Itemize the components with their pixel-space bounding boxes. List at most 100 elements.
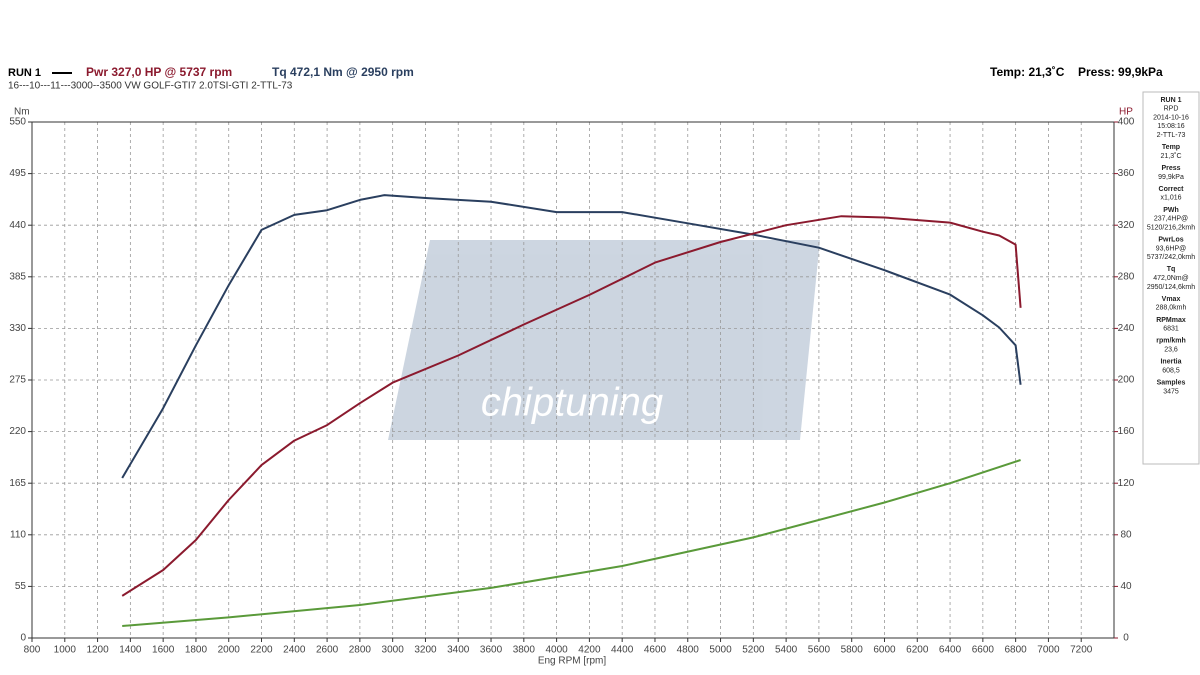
- y2-tick-label: 120: [1118, 478, 1135, 489]
- x-tick-label: 3000: [382, 645, 405, 656]
- x-tick-label: 1400: [119, 645, 142, 656]
- side-panel-label: RPMmax: [1156, 317, 1186, 324]
- y2-tick-label: 80: [1120, 529, 1132, 540]
- side-panel-label: PWh: [1163, 207, 1179, 214]
- watermark-logo: [388, 240, 820, 440]
- x-tick-label: 6800: [1005, 645, 1028, 656]
- side-panel-label: Temp: [1162, 144, 1180, 151]
- x-axis-label: Eng RPM [rpm]: [538, 656, 607, 667]
- side-panel-value: 288,0kmh: [1156, 305, 1187, 312]
- y-tick-label: 220: [9, 426, 26, 437]
- side-panel-value: 3475: [1163, 388, 1179, 395]
- side-panel-value: x1,016: [1160, 195, 1181, 202]
- series-line: [121, 194, 1022, 479]
- y2-tick-label: 200: [1118, 375, 1135, 386]
- watermark-text: chiptuning: [481, 381, 663, 425]
- side-panel-value: 15:08:16: [1157, 123, 1184, 130]
- x-tick-label: 1000: [54, 645, 77, 656]
- power-summary: Pwr 327,0 HP @ 5737 rpm: [86, 65, 232, 79]
- x-tick-label: 2400: [283, 645, 306, 656]
- x-tick-label: 5200: [742, 645, 765, 656]
- side-panel-label: Tq: [1167, 266, 1176, 273]
- x-tick-label: 1600: [152, 645, 175, 656]
- y2-axis-label: HP: [1119, 107, 1133, 118]
- side-panel-value: 472,0Nm@: [1153, 275, 1189, 282]
- x-tick-label: 7200: [1070, 645, 1093, 656]
- x-tick-label: 5800: [841, 645, 864, 656]
- x-tick-label: 2000: [218, 645, 241, 656]
- y-tick-label: 275: [9, 375, 26, 386]
- y2-tick-label: 280: [1118, 271, 1135, 282]
- y-tick-label: 55: [15, 581, 27, 592]
- x-tick-label: 4400: [611, 645, 634, 656]
- x-tick-label: 3800: [513, 645, 536, 656]
- y-tick-label: 165: [9, 478, 26, 489]
- press: Press: 99,9kPa: [1078, 65, 1163, 79]
- side-panel-frame: [1142, 91, 1200, 465]
- side-panel-value: 2-TTL-73: [1157, 132, 1186, 139]
- y-tick-label: 440: [9, 220, 26, 231]
- subtitle: 16---10---11---3000--3500 VW GOLF-GTI7 2…: [8, 81, 293, 92]
- side-panel-value: 93,6HP@: [1156, 245, 1186, 252]
- side-panel-value: 21,3˚C: [1160, 152, 1181, 160]
- x-tick-label: 5600: [808, 645, 831, 656]
- y2-tick-label: 320: [1118, 220, 1135, 231]
- y-tick-label: 0: [20, 633, 26, 644]
- x-tick-label: 6400: [939, 645, 962, 656]
- y-tick-label: 550: [9, 117, 26, 128]
- y-tick-label: 385: [9, 271, 26, 282]
- x-tick-label: 4000: [545, 645, 568, 656]
- side-panel-value: 99,9kPa: [1158, 174, 1184, 181]
- watermark: chiptuning: [388, 240, 820, 440]
- x-tick-label: 6600: [972, 645, 995, 656]
- y-tick-label: 495: [9, 168, 26, 179]
- side-panel-value: 5737/242,0kmh: [1147, 254, 1195, 261]
- side-panel-value: RPD: [1164, 106, 1179, 113]
- torque-summary: Tq 472,1 Nm @ 2950 rpm: [272, 65, 414, 79]
- series-line: [122, 459, 1021, 627]
- side-panel-value: 2950/124,6kmh: [1147, 284, 1195, 291]
- side-panel-value: 608,5: [1162, 367, 1180, 374]
- side-panel-value: 5120/216,2kmh: [1147, 224, 1195, 231]
- x-tick-label: 3600: [480, 645, 503, 656]
- y2-tick-label: 0: [1123, 633, 1129, 644]
- run-label: RUN 1: [8, 67, 41, 79]
- x-tick-label: 4200: [578, 645, 601, 656]
- side-panel-value: 23,6: [1164, 347, 1178, 354]
- x-tick-label: 800: [24, 645, 41, 656]
- x-tick-label: 6000: [873, 645, 896, 656]
- x-tick-label: 1200: [86, 645, 109, 656]
- x-tick-label: 7000: [1037, 645, 1060, 656]
- side-panel-label: Samples: [1157, 380, 1186, 387]
- side-panel-value: 6831: [1163, 326, 1179, 333]
- side-panel-label: Vmax: [1162, 296, 1181, 303]
- x-tick-label: 1800: [185, 645, 208, 656]
- x-tick-label: 2800: [349, 645, 372, 656]
- y2-tick-label: 240: [1118, 323, 1135, 334]
- side-panel-value: 237,4HP@: [1154, 216, 1188, 223]
- temp: Temp: 21,3˚C: [990, 65, 1065, 79]
- x-tick-label: 4800: [677, 645, 700, 656]
- x-tick-label: 6200: [906, 645, 929, 656]
- y-tick-label: 330: [9, 323, 26, 334]
- side-panel-label: Inertia: [1160, 359, 1181, 366]
- side-panel-label: RUN 1: [1160, 97, 1181, 104]
- side-panel-label: Press: [1161, 165, 1180, 172]
- y2-tick-label: 40: [1120, 581, 1132, 592]
- x-tick-label: 2200: [250, 645, 273, 656]
- y2-tick-label: 160: [1118, 426, 1135, 437]
- series-line: [121, 215, 1022, 597]
- x-tick-label: 3200: [414, 645, 437, 656]
- y2-tick-label: 360: [1118, 168, 1135, 179]
- y2-tick-label: 400: [1118, 117, 1135, 128]
- side-panel-label: PwrLos: [1158, 237, 1183, 244]
- x-tick-label: 2600: [316, 645, 339, 656]
- side-panel-label: rpm/kmh: [1156, 338, 1186, 345]
- side-panel-label: Correct: [1159, 186, 1185, 193]
- y-tick-label: 110: [10, 529, 26, 540]
- y-axis-label: Nm: [14, 107, 30, 118]
- x-tick-label: 3400: [447, 645, 470, 656]
- x-tick-label: 5400: [775, 645, 798, 656]
